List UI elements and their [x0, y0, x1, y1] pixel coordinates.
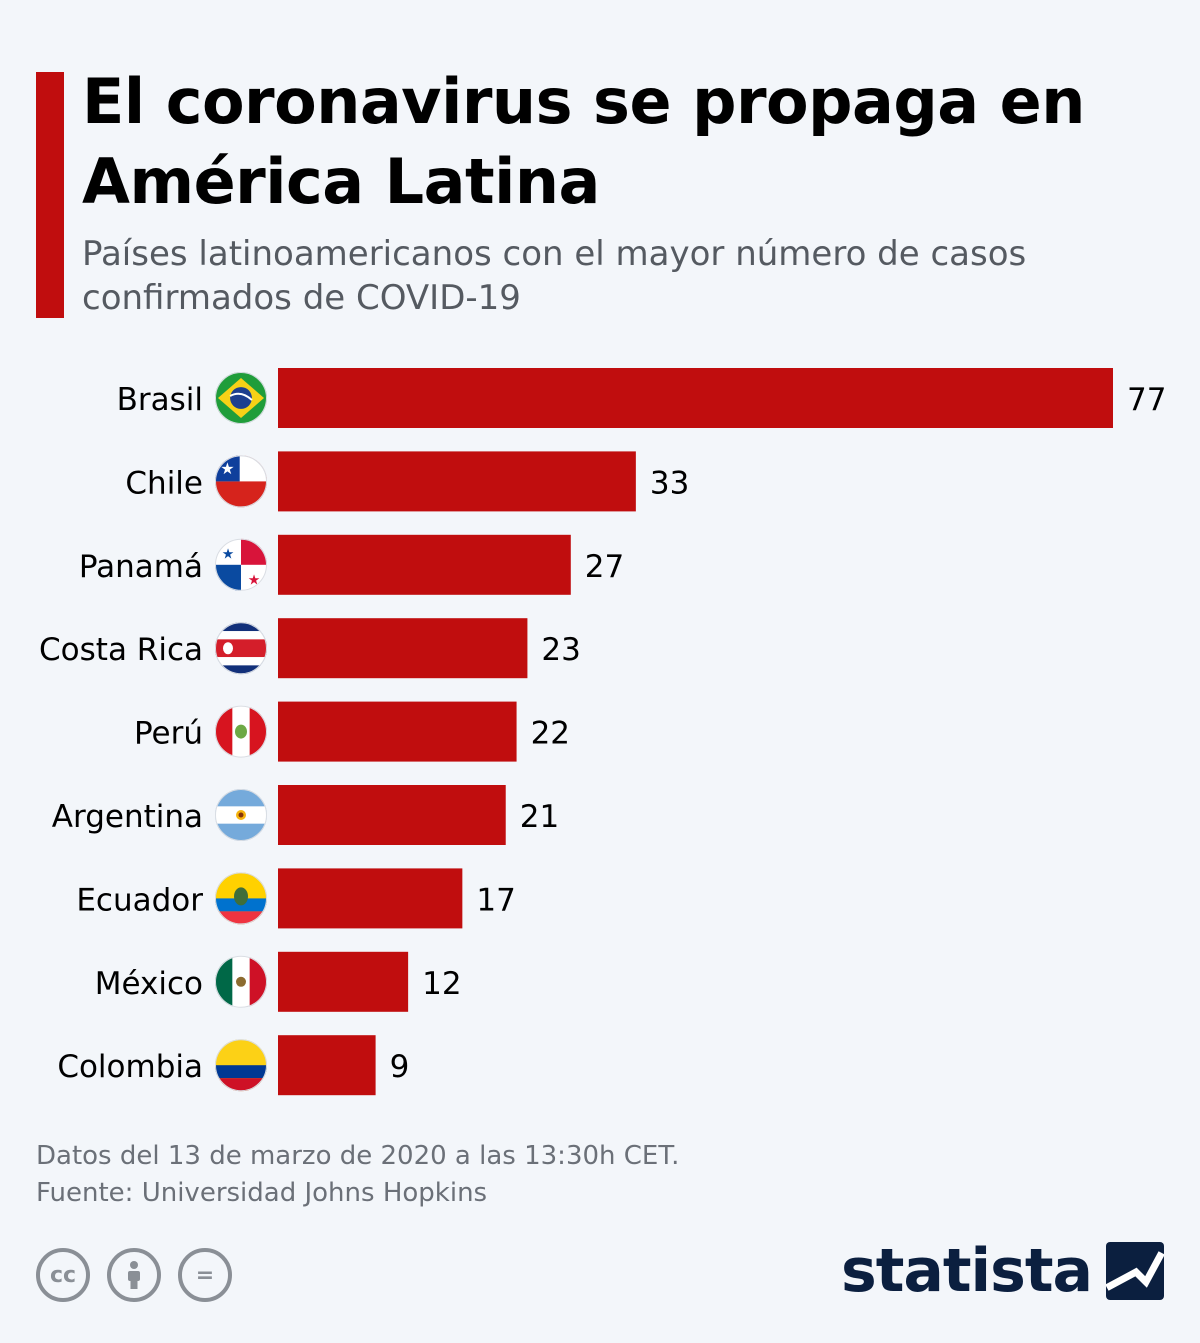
bar [278, 951, 409, 1012]
value-label: 12 [422, 966, 461, 1002]
cc-icon[interactable]: cc [36, 1248, 90, 1302]
bar [278, 868, 463, 929]
license-icons: cc = [36, 1248, 232, 1302]
chile-flag-icon: ★ [215, 455, 267, 508]
bar-row: Ecuador 17 [76, 868, 516, 929]
value-label: 77 [1127, 382, 1166, 418]
svg-text:★: ★ [222, 546, 235, 562]
panama-flag-icon: ★★ [215, 538, 267, 591]
bar [278, 1035, 376, 1096]
category-label: Panamá [79, 549, 203, 585]
bar-row: Panamá ★★ 27 [79, 534, 624, 595]
chart-subtitle: Países latinoamericanos con el mayor núm… [82, 234, 1027, 318]
bar [278, 701, 517, 762]
bar [278, 451, 636, 512]
svg-text:★: ★ [248, 572, 261, 588]
brand[interactable]: statista [841, 1236, 1164, 1306]
footer-note: Datos del 13 de marzo de 2020 a las 13:3… [36, 1141, 680, 1171]
category-label: Ecuador [76, 882, 203, 918]
value-label: 17 [476, 882, 515, 918]
bar [278, 534, 571, 595]
brazil-flag-icon [215, 372, 267, 424]
colombia-flag-icon [215, 1039, 267, 1092]
category-label: Perú [134, 716, 203, 752]
value-label: 23 [541, 632, 580, 668]
category-label: México [95, 966, 203, 1002]
cc-glyph: cc [49, 1262, 77, 1288]
value-label: 21 [520, 799, 559, 835]
bar-row: Colombia 9 [57, 1035, 410, 1096]
category-label: Costa Rica [39, 632, 203, 668]
bar-row: Argentina 21 [52, 785, 559, 845]
statista-logo-icon [1106, 1242, 1164, 1300]
bar-row: México 12 [95, 951, 462, 1012]
bar-row: Costa Rica 23 [39, 618, 581, 679]
argentina-flag-icon [215, 789, 267, 841]
category-label: Colombia [57, 1049, 203, 1085]
category-label: Chile [125, 465, 203, 501]
peru-flag-icon [215, 705, 267, 758]
svg-text:★: ★ [220, 459, 234, 478]
no-derivatives-icon[interactable]: = [178, 1248, 232, 1302]
costa-rica-flag-icon [215, 622, 267, 675]
value-label: 33 [650, 465, 689, 501]
bar [278, 618, 528, 679]
equals-glyph: = [195, 1262, 215, 1288]
title-accent-bar [36, 72, 64, 318]
bar-row: Brasil 77 [117, 368, 1166, 428]
bar [278, 785, 506, 845]
footer: Datos del 13 de marzo de 2020 a las 13:3… [36, 1138, 1036, 1212]
bar [278, 368, 1113, 428]
mexico-flag-icon [215, 955, 267, 1008]
bar-row: Perú 22 [134, 701, 570, 762]
attribution-icon[interactable] [107, 1248, 161, 1302]
ecuador-flag-icon [215, 872, 267, 925]
footer-source: Fuente: Universidad Johns Hopkins [36, 1178, 488, 1208]
person-icon [128, 1261, 140, 1289]
chart-title: El coronavirus se propaga en América Lat… [82, 65, 1085, 218]
category-label: Brasil [117, 382, 203, 418]
bar-row: Chile ★ 33 [125, 451, 689, 512]
value-label: 22 [531, 716, 570, 752]
category-label: Argentina [52, 799, 203, 835]
brand-wordmark: statista [840, 1236, 1093, 1306]
value-label: 9 [390, 1049, 410, 1085]
value-label: 27 [585, 549, 624, 585]
